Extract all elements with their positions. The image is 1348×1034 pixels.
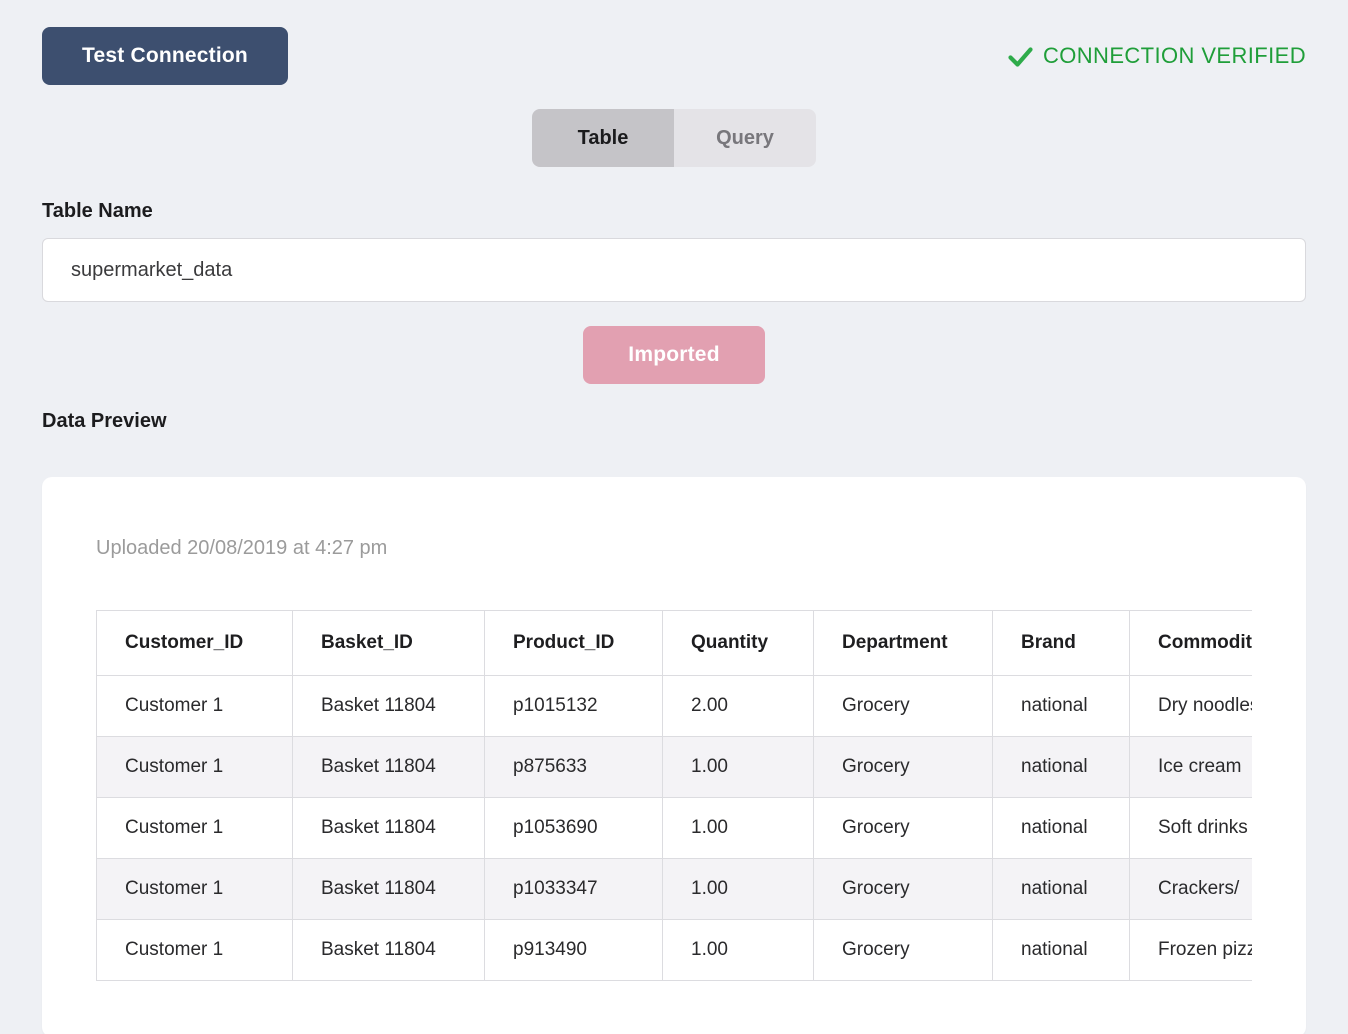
table-cell: 1.00 (662, 919, 814, 981)
preview-table-container[interactable]: Customer_ID Basket_ID Product_ID Quantity De… (96, 610, 1252, 981)
table-cell: 1.00 (662, 797, 814, 859)
table-cell: p913490 (484, 919, 663, 981)
table-cell: Soft drinks (1129, 797, 1252, 859)
column-header: Basket_ID (292, 610, 485, 676)
tabs-row: Table Query (42, 109, 1306, 167)
column-header: Commodity (1129, 610, 1252, 676)
table-cell: p1033347 (484, 858, 663, 920)
table-cell: Crackers/ (1129, 858, 1252, 920)
preview-table-header-row: Customer_ID Basket_ID Product_ID Quantity De… (96, 610, 1252, 676)
table-row: Customer 1 Basket 11804 p875633 1.00 Grocery… (96, 736, 1252, 798)
test-connection-button[interactable]: Test Connection (42, 27, 288, 85)
table-cell: Frozen pizza (1129, 919, 1252, 981)
table-cell: national (992, 919, 1130, 981)
table-cell: Customer 1 (96, 736, 293, 798)
column-header: Product_ID (484, 610, 663, 676)
table-cell: national (992, 797, 1130, 859)
table-cell: Basket 11804 (292, 675, 485, 737)
table-cell: Customer 1 (96, 675, 293, 737)
connection-status-label: CONNECTION VERIFIED (1042, 43, 1306, 68)
table-cell: Customer 1 (96, 797, 293, 859)
table-cell: p1053690 (484, 797, 663, 859)
table-cell: Basket 11804 (292, 736, 485, 798)
table-row: Customer 1 Basket 11804 p1053690 1.00 Grocer… (96, 797, 1252, 859)
tab-table[interactable]: Table (532, 109, 674, 167)
tab-group: Table Query (532, 109, 816, 167)
table-cell: national (992, 858, 1130, 920)
column-header: Quantity (662, 610, 814, 676)
column-header: Department (813, 610, 993, 676)
connection-status: CONNECTION VERIFIED (1007, 43, 1306, 70)
uploaded-timestamp: Uploaded 20/08/2019 at 4:27 pm (96, 537, 388, 559)
imported-row: Imported (42, 326, 1306, 384)
table-cell: Grocery (813, 797, 993, 859)
table-name-input[interactable] (42, 238, 1306, 302)
column-header: Brand (992, 610, 1130, 676)
column-header: Customer_ID (96, 610, 293, 676)
table-name-label: Table Name (42, 200, 153, 222)
table-cell: national (992, 736, 1130, 798)
tab-query[interactable]: Query (674, 109, 816, 167)
imported-button[interactable]: Imported (583, 326, 765, 384)
preview-table-body: Customer 1 Basket 11804 p1015132 2.00 Grocer… (96, 675, 1252, 981)
preview-table: Customer_ID Basket_ID Product_ID Quantity De… (96, 610, 1252, 981)
check-icon (1007, 43, 1034, 70)
table-row: Customer 1 Basket 11804 p1015132 2.00 Grocer… (96, 675, 1252, 737)
table-cell: Ice cream (1129, 736, 1252, 798)
table-cell: 1.00 (662, 736, 814, 798)
table-cell: 1.00 (662, 858, 814, 920)
table-cell: p875633 (484, 736, 663, 798)
data-preview-card: Uploaded 20/08/2019 at 4:27 pm Customer_… (42, 477, 1306, 1034)
table-cell: Customer 1 (96, 858, 293, 920)
table-row: Customer 1 Basket 11804 p1033347 1.00 Grocer… (96, 858, 1252, 920)
table-cell: Basket 11804 (292, 858, 485, 920)
table-cell: p1015132 (484, 675, 663, 737)
data-preview-heading: Data Preview (42, 410, 167, 432)
table-cell: Dry noodles (1129, 675, 1252, 737)
table-cell: Basket 11804 (292, 919, 485, 981)
table-cell: national (992, 675, 1130, 737)
table-cell: Grocery (813, 858, 993, 920)
table-cell: Grocery (813, 675, 993, 737)
table-cell: Basket 11804 (292, 797, 485, 859)
table-cell: Customer 1 (96, 919, 293, 981)
table-row: Customer 1 Basket 11804 p913490 1.00 Grocery… (96, 919, 1252, 981)
table-cell: Grocery (813, 919, 993, 981)
header-row: Test Connection CONNECTION VERIFIED (42, 0, 1306, 85)
table-cell: 2.00 (662, 675, 814, 737)
table-cell: Grocery (813, 736, 993, 798)
